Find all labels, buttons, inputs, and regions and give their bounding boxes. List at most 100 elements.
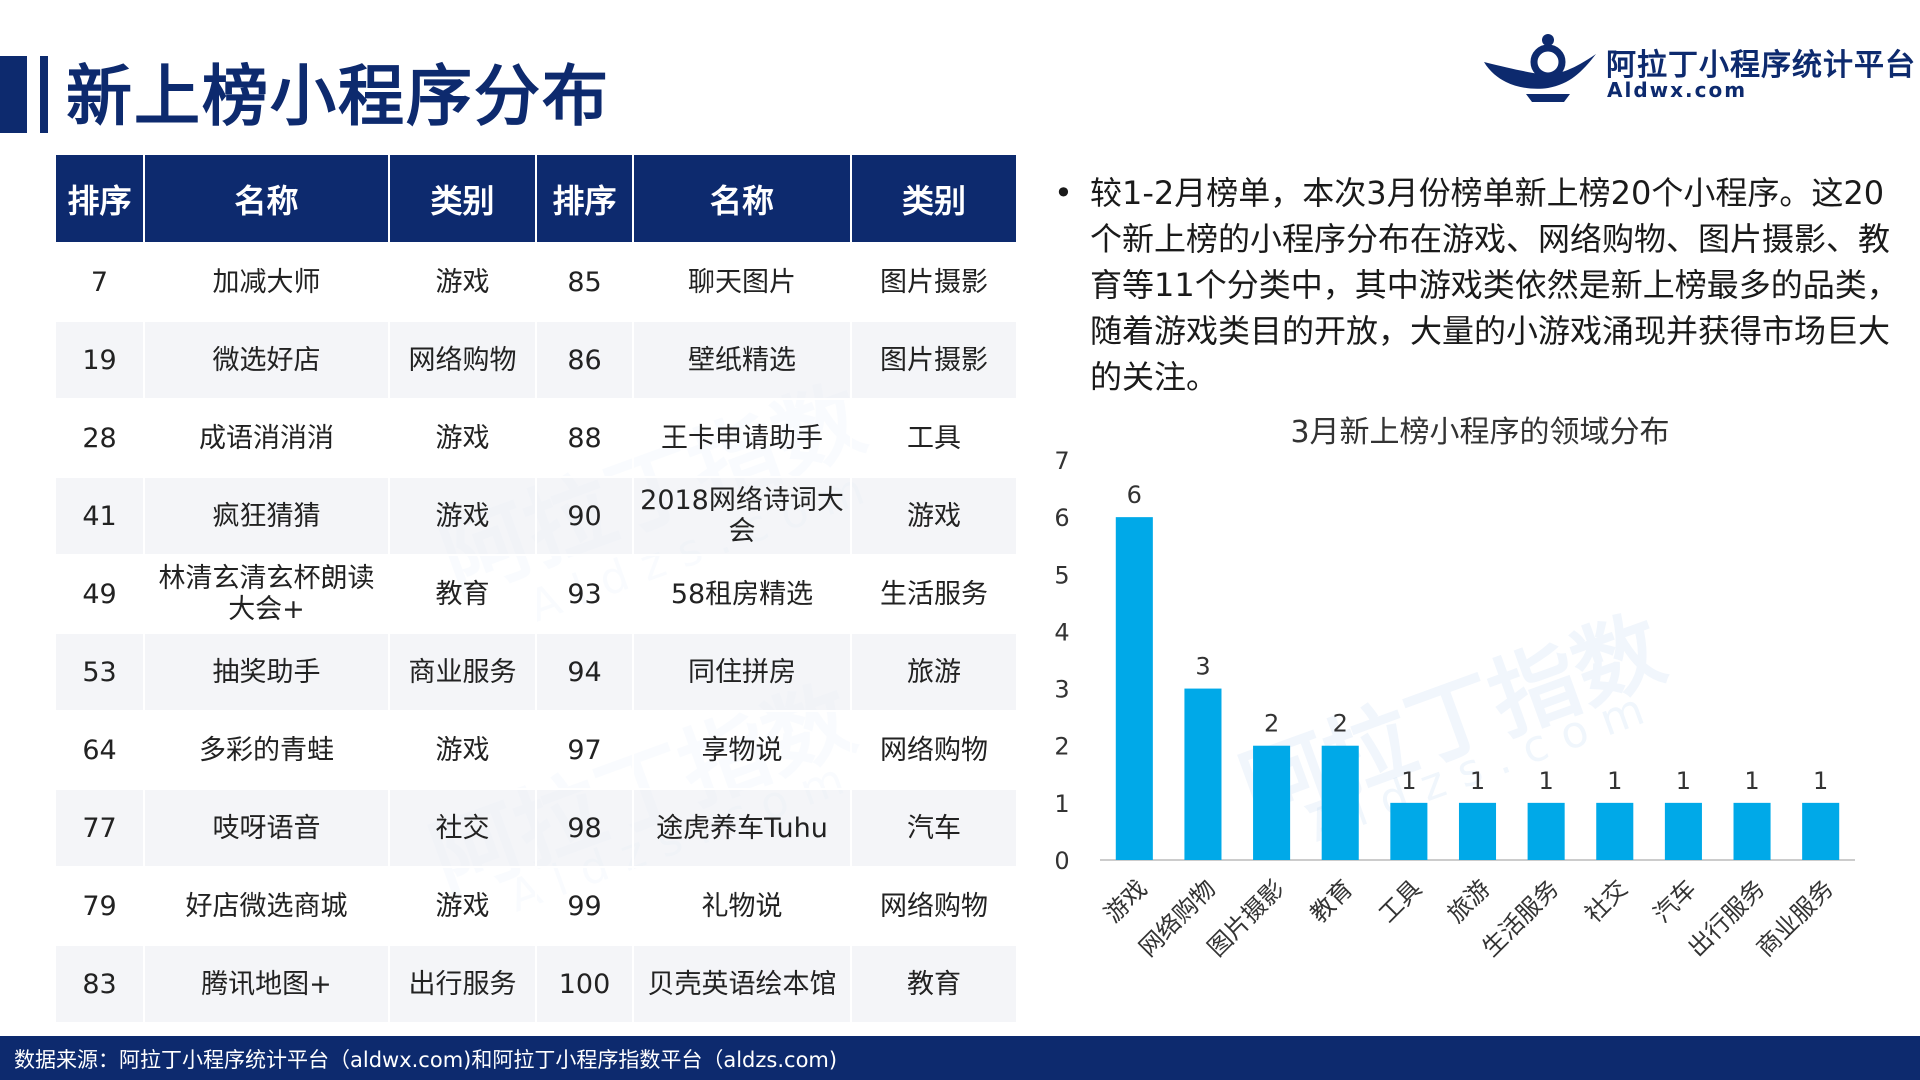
table-cell: 41 [56, 476, 145, 555]
y-tick-label: 6 [1054, 504, 1069, 532]
x-tick-label: 商业服务 [1751, 874, 1839, 962]
table-cell: 99 [536, 866, 634, 945]
table-cell: 聊天图片 [633, 242, 852, 321]
table-row: 41 疯狂猜猜 游戏 90 2018网络诗词大会 游戏 [56, 476, 1016, 555]
table-cell: 林清玄清玄杯朗读大会+ [144, 554, 390, 633]
table-cell: 77 [56, 788, 145, 867]
column-header-name: 名称 [144, 155, 390, 243]
bar [1253, 745, 1291, 860]
table-cell: 加减大师 [144, 242, 390, 321]
table-cell: 58租房精选 [633, 554, 852, 633]
x-tick-label: 汽车 [1648, 874, 1702, 928]
table-cell: 64 [56, 710, 145, 789]
data-label: 2 [1333, 710, 1348, 738]
table-cell: 教育 [851, 944, 1016, 1022]
logo: 阿拉丁小程序统计平台 Aldwx.com [1478, 32, 1915, 104]
table-row: 64 多彩的青蛙 游戏 97 享物说 网络购物 [56, 710, 1016, 789]
data-label: 6 [1127, 481, 1142, 509]
bar [1390, 802, 1428, 860]
column-header-rank: 排序 [536, 155, 634, 243]
table-row: 49 林清玄清玄杯朗读大会+ 教育 93 58租房精选 生活服务 [56, 554, 1016, 633]
table-cell: 53 [56, 632, 145, 711]
chart-svg: 3月新上榜小程序的领域分布 012345676游戏3网络购物2图片摄影2教育1工… [1054, 415, 1855, 962]
table-cell: 网络购物 [389, 320, 537, 399]
table-cell: 腾讯地图+ [144, 944, 390, 1022]
data-label: 1 [1744, 767, 1759, 795]
table-cell: 成语消消消 [144, 398, 390, 477]
table-cell: 7 [56, 242, 145, 321]
y-tick-label: 1 [1054, 790, 1069, 818]
table-cell: 旅游 [851, 632, 1016, 711]
table-cell: 94 [536, 632, 634, 711]
x-tick-label: 生活服务 [1477, 874, 1565, 962]
table-cell: 疯狂猜猜 [144, 476, 390, 555]
table-cell: 吱呀语音 [144, 788, 390, 867]
table-cell: 88 [536, 398, 634, 477]
y-tick-label: 3 [1054, 676, 1069, 704]
data-label: 1 [1470, 767, 1485, 795]
y-tick-label: 4 [1054, 618, 1069, 646]
y-tick-label: 0 [1054, 847, 1069, 875]
table-cell: 途虎养车Tuhu [633, 788, 852, 867]
title-accent-bar [40, 56, 48, 133]
table-cell: 抽奖助手 [144, 632, 390, 711]
table-cell: 86 [536, 320, 634, 399]
table-cell: 网络购物 [851, 866, 1016, 945]
y-tick-label: 2 [1054, 733, 1069, 761]
y-tick-label: 7 [1054, 447, 1069, 475]
table-cell: 好店微选商城 [144, 866, 390, 945]
bar [1115, 517, 1153, 860]
table-cell: 出行服务 [389, 944, 537, 1022]
table-row: 19 微选好店 网络购物 86 壁纸精选 图片摄影 [56, 320, 1016, 399]
data-source: 数据来源：阿拉丁小程序统计平台（aldwx.com)和阿拉丁小程序指数平台（al… [14, 1048, 838, 1072]
x-tick-label: 游戏 [1099, 874, 1153, 928]
category-bar-chart: 3月新上榜小程序的领域分布 0 1 2 3 4 5 6 7 6 游戏 3 网络购物 2 图片摄影 2 教育 1 工… [1040, 410, 1900, 1010]
table-cell: 2018网络诗词大会 [633, 476, 852, 555]
table-cell: 游戏 [389, 710, 537, 789]
table-cell: 多彩的青蛙 [144, 710, 390, 789]
logo-url: Aldwx.com [1607, 78, 1748, 102]
table-row: 7 加减大师 游戏 85 聊天图片 图片摄影 [56, 242, 1016, 321]
table-cell: 93 [536, 554, 634, 633]
data-label: 1 [1401, 767, 1416, 795]
table-row: 77 吱呀语音 社交 98 途虎养车Tuhu 汽车 [56, 788, 1016, 867]
data-label: 3 [1195, 653, 1210, 681]
page-title: 新上榜小程序分布 [66, 58, 610, 135]
title-accent-bar [0, 56, 27, 133]
table-cell: 97 [536, 710, 634, 789]
data-label: 1 [1676, 767, 1691, 795]
data-label: 1 [1607, 767, 1622, 795]
bar [1527, 802, 1565, 860]
logo-name: 阿拉丁小程序统计平台 [1606, 48, 1916, 83]
table-cell: 图片摄影 [851, 242, 1016, 321]
table-cell: 100 [536, 944, 634, 1022]
table-cell: 礼物说 [633, 866, 852, 945]
table-cell: 贝壳英语绘本馆 [633, 944, 852, 1022]
table-cell: 98 [536, 788, 634, 867]
table-cell: 社交 [389, 788, 537, 867]
summary-text: 较1-2月榜单，本次3月份榜单新上榜20个小程序。这20个新上榜的小程序分布在游… [1090, 174, 1899, 396]
bar [1664, 802, 1702, 860]
table-cell: 微选好店 [144, 320, 390, 399]
bar [1802, 802, 1840, 860]
table-cell: 28 [56, 398, 145, 477]
x-tick-label: 旅游 [1442, 874, 1496, 928]
y-tick-label: 5 [1054, 561, 1069, 589]
bar [1733, 802, 1771, 860]
table-cell: 游戏 [389, 866, 537, 945]
table-cell: 享物说 [633, 710, 852, 789]
table-cell: 19 [56, 320, 145, 399]
bar [1321, 745, 1359, 860]
table-cell: 90 [536, 476, 634, 555]
table-cell: 85 [536, 242, 634, 321]
column-header-category: 类别 [389, 155, 537, 243]
table-cell: 王卡申请助手 [633, 398, 852, 477]
x-tick-label: 教育 [1305, 874, 1359, 928]
table-cell: 生活服务 [851, 554, 1016, 633]
footer-bar: 数据来源：阿拉丁小程序统计平台（aldwx.com)和阿拉丁小程序指数平台（al… [0, 1036, 1920, 1080]
ranking-table: 排序 名称 类别 排序 名称 类别 7 加减大师 游戏 85 聊天图片 图片摄影… [56, 155, 1016, 1022]
table-cell: 游戏 [389, 242, 537, 321]
table-cell: 49 [56, 554, 145, 633]
table-cell: 同住拼房 [633, 632, 852, 711]
table-row: 79 好店微选商城 游戏 99 礼物说 网络购物 [56, 866, 1016, 945]
